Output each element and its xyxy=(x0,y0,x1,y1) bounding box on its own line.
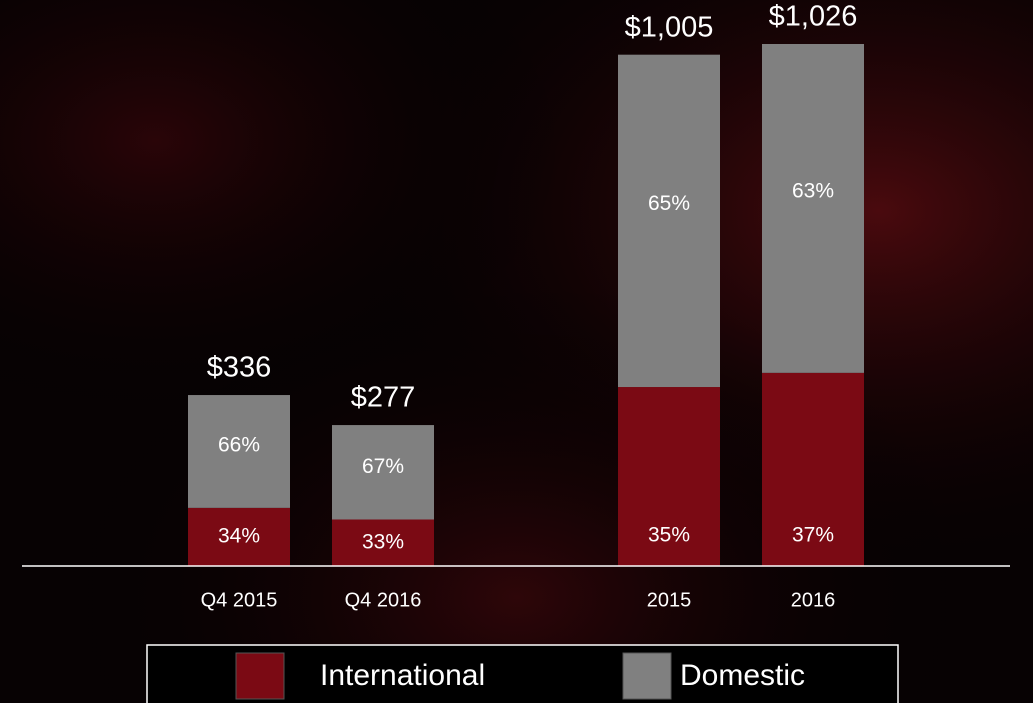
legend-swatch xyxy=(622,652,672,700)
segment-label: 37% xyxy=(792,524,834,547)
bar-segment xyxy=(188,507,290,566)
bar-segment xyxy=(618,387,720,566)
total-label: $336 xyxy=(207,352,272,384)
bar-segment xyxy=(332,519,434,566)
x-tick-label: 2015 xyxy=(647,589,692,611)
bar-segment xyxy=(762,44,864,373)
x-tick-label: Q4 2015 xyxy=(201,589,278,611)
plot: 34% 66% $336 Q4 2015 33% 67% $277 Q4 2016 35% 65%… xyxy=(188,1,864,611)
bar-segment xyxy=(332,425,434,520)
bar-segment xyxy=(762,372,864,566)
segment-label: 66% xyxy=(218,433,260,456)
segment-label: 33% xyxy=(362,530,404,553)
total-label: $277 xyxy=(351,382,416,414)
legend-items: International Domestic xyxy=(235,652,805,700)
segment-label: 63% xyxy=(792,180,834,203)
bar-segment xyxy=(188,395,290,508)
total-label: $1,026 xyxy=(769,1,858,33)
segment-label: 34% xyxy=(218,524,260,547)
x-tick-label: Q4 2016 xyxy=(345,589,422,611)
segment-label: 67% xyxy=(362,455,404,478)
legend-swatch xyxy=(235,652,285,700)
x-tick-label: 2016 xyxy=(791,589,836,611)
total-label: $1,005 xyxy=(625,11,714,43)
segment-label: 65% xyxy=(648,192,690,215)
segment-label: 35% xyxy=(648,524,690,547)
legend-label: International xyxy=(320,659,485,692)
bar-segment xyxy=(618,54,720,388)
legend-label: Domestic xyxy=(680,659,805,692)
